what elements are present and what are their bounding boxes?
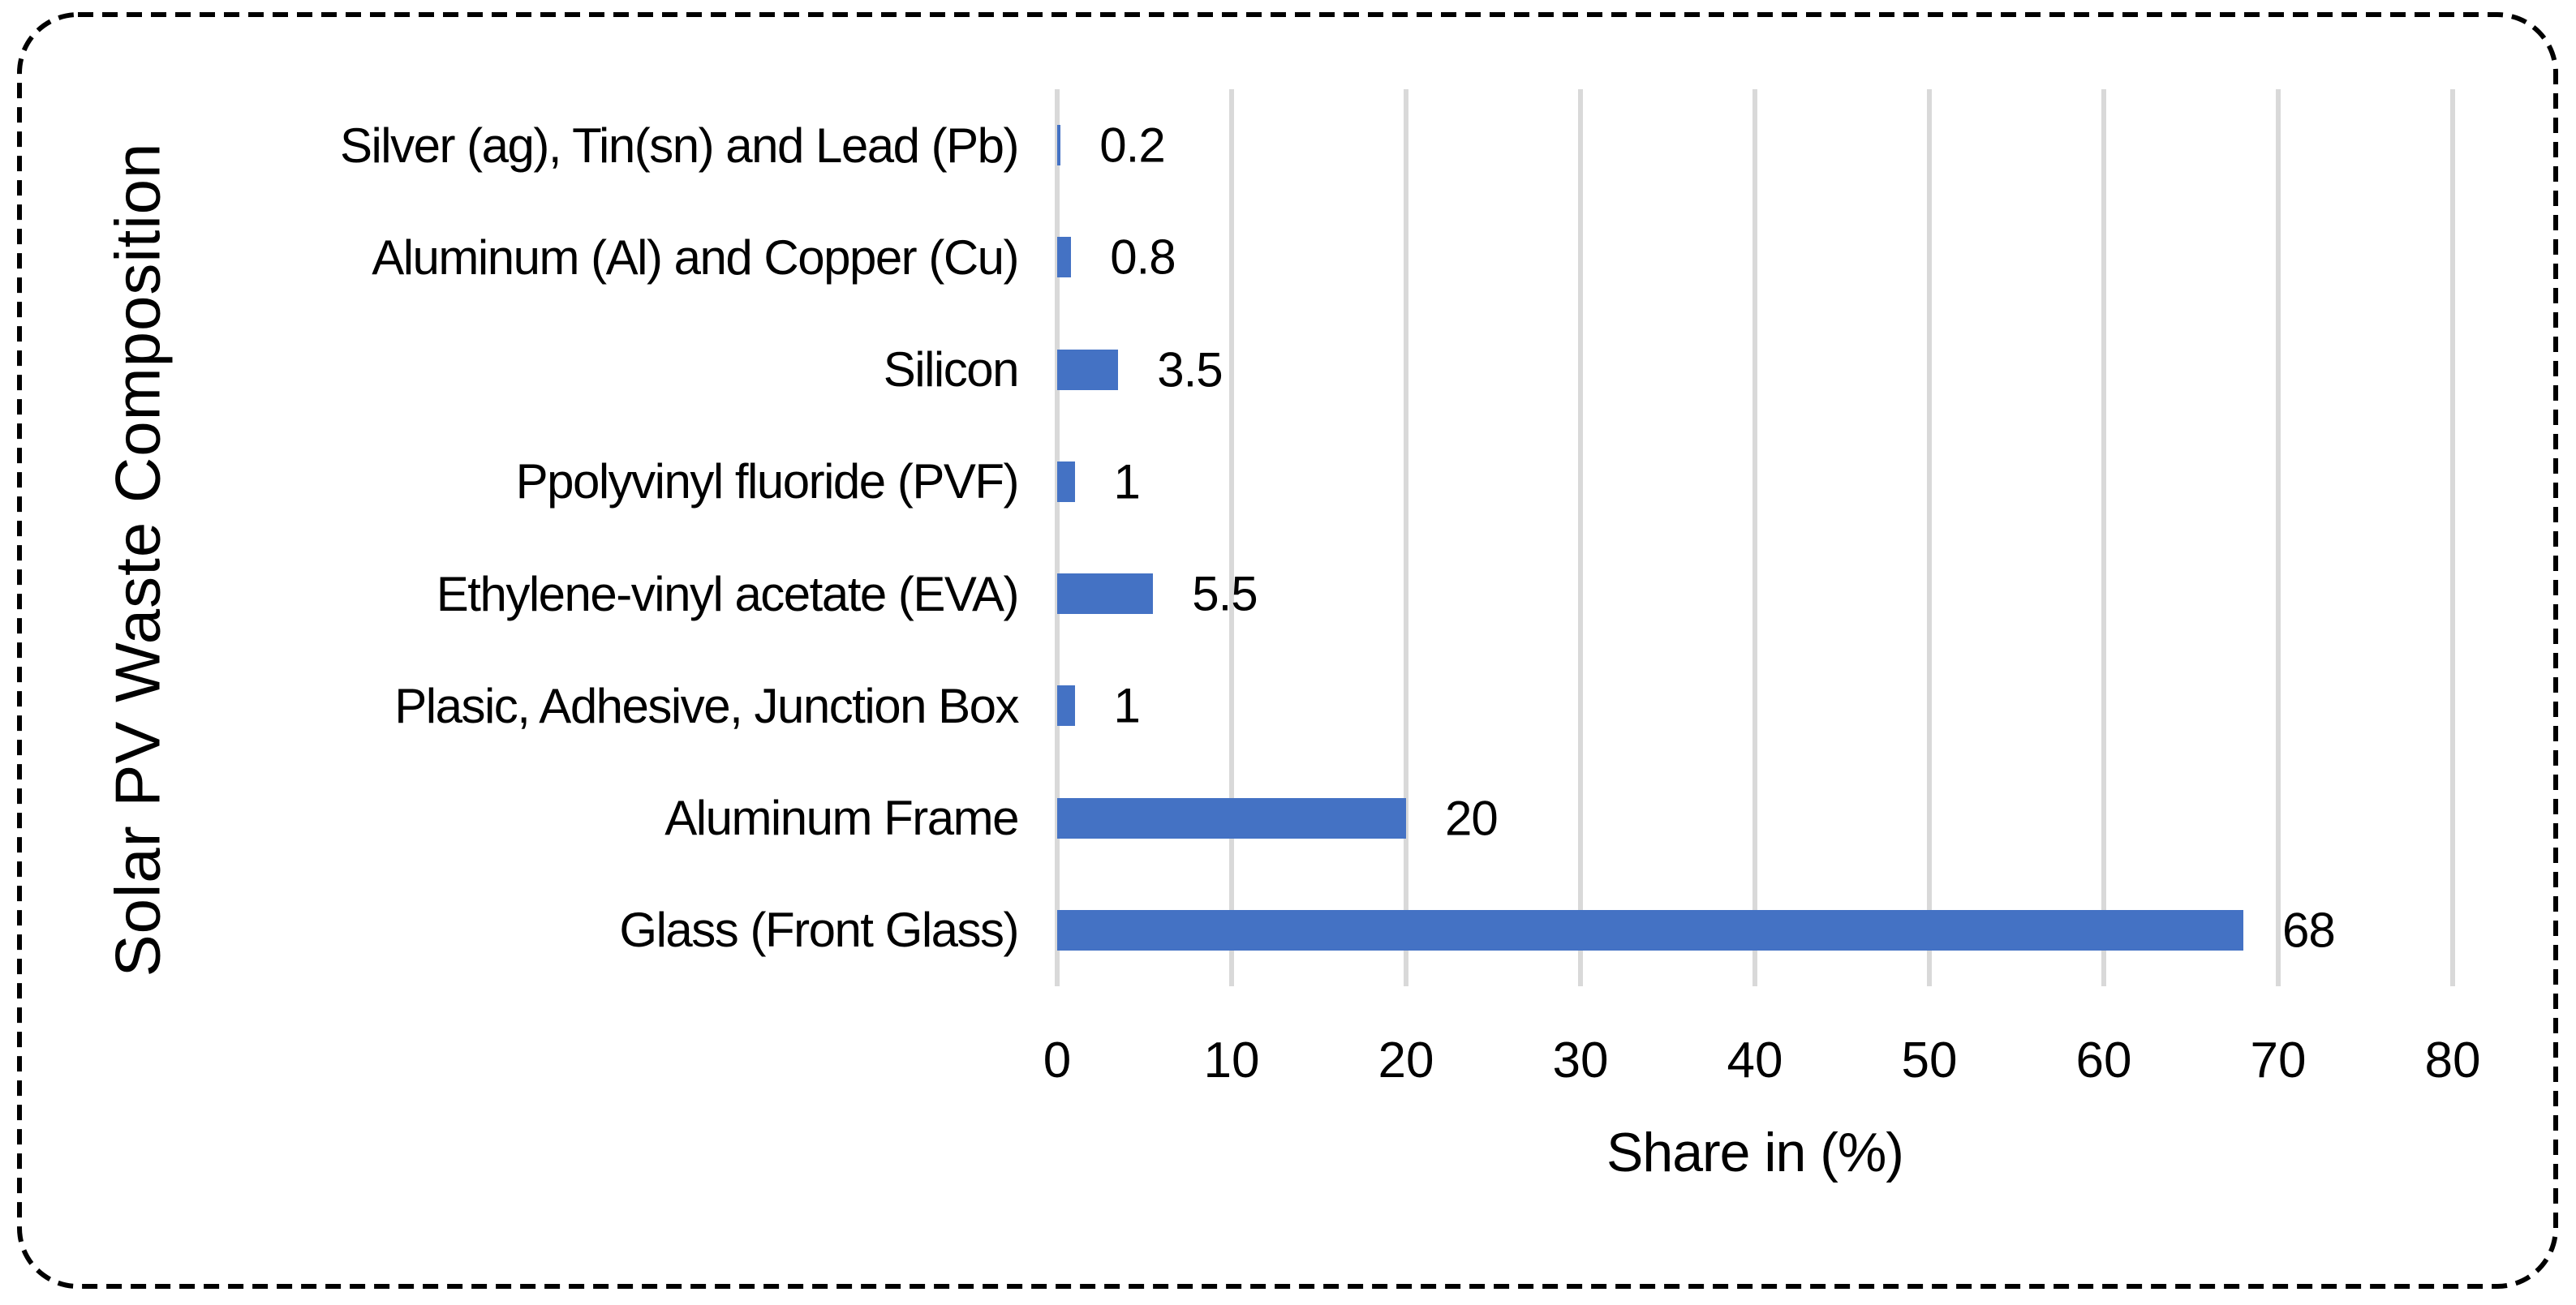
gridline (1229, 89, 1234, 986)
category-label: Silicon (883, 342, 1020, 397)
value-label: 20 (1445, 791, 1499, 846)
x-axis-ticks: 0 10 20 30 40 50 60 70 80 (1043, 1032, 2481, 1097)
x-tick-label: 60 (2075, 1032, 2132, 1088)
value-label: 1 (1113, 678, 1141, 733)
value-label: 0.2 (1099, 118, 1165, 173)
bar-row: 1 (1057, 426, 2453, 538)
bar (1057, 573, 1154, 615)
bar (1057, 125, 1061, 166)
bars-layer: 0.2 0.8 3.5 1 5.5 1 20 68 (1057, 89, 2453, 986)
category-label: Plasic, Adhesive, Junction Box (394, 678, 1019, 733)
gridline (1404, 89, 1408, 986)
category-label: Aluminum (Al) and Copper (Cu) (372, 230, 1019, 285)
gridline (1055, 89, 1060, 986)
category-label: Ppolyvinyl fluoride (PVF) (515, 454, 1020, 509)
bar-row: 20 (1057, 762, 2453, 874)
bar (1057, 909, 2243, 951)
bar-row: 0.2 (1057, 89, 2453, 201)
bar-row: 68 (1057, 874, 2453, 986)
bar-row: 5.5 (1057, 538, 2453, 650)
value-label: 3.5 (1157, 342, 1223, 397)
category-label: Aluminum Frame (664, 791, 1019, 846)
plot-area: 0.2 0.8 3.5 1 5.5 1 20 68 (1055, 89, 2455, 986)
x-axis-title: Share in (%) (1606, 1122, 1904, 1183)
bar (1057, 685, 1075, 727)
gridline (1927, 89, 1932, 986)
value-label: 1 (1113, 454, 1141, 509)
gridline (2450, 89, 2455, 986)
category-label: Ethylene-vinyl acetate (EVA) (436, 566, 1020, 621)
x-tick-label: 50 (1901, 1032, 1958, 1088)
gridline (1578, 89, 1583, 986)
bar-row: 1 (1057, 650, 2453, 762)
category-axis: Silver (ag), Tin(sn) and Lead (Pb) Alumin… (0, 89, 1020, 986)
gridline (2101, 89, 2106, 986)
bar (1057, 461, 1075, 502)
x-tick-label: 40 (1727, 1032, 1783, 1088)
gridline (2276, 89, 2281, 986)
x-tick-label: 20 (1378, 1032, 1434, 1088)
bar-row: 3.5 (1057, 314, 2453, 426)
value-label: 5.5 (1192, 566, 1258, 621)
x-tick-label: 30 (1552, 1032, 1609, 1088)
value-label: 0.8 (1110, 230, 1176, 285)
category-label: Glass (Front Glass) (619, 903, 1019, 958)
x-tick-label: 80 (2424, 1032, 2481, 1088)
bar-row: 0.8 (1057, 201, 2453, 313)
category-label: Silver (ag), Tin(sn) and Lead (Pb) (339, 118, 1020, 173)
bar (1057, 237, 1072, 278)
bar (1057, 349, 1119, 390)
bar (1057, 797, 1406, 839)
x-tick-label: 0 (1043, 1032, 1072, 1088)
value-label: 68 (2282, 903, 2336, 958)
x-tick-label: 70 (2250, 1032, 2307, 1088)
x-tick-label: 10 (1203, 1032, 1260, 1088)
gridline (1752, 89, 1757, 986)
